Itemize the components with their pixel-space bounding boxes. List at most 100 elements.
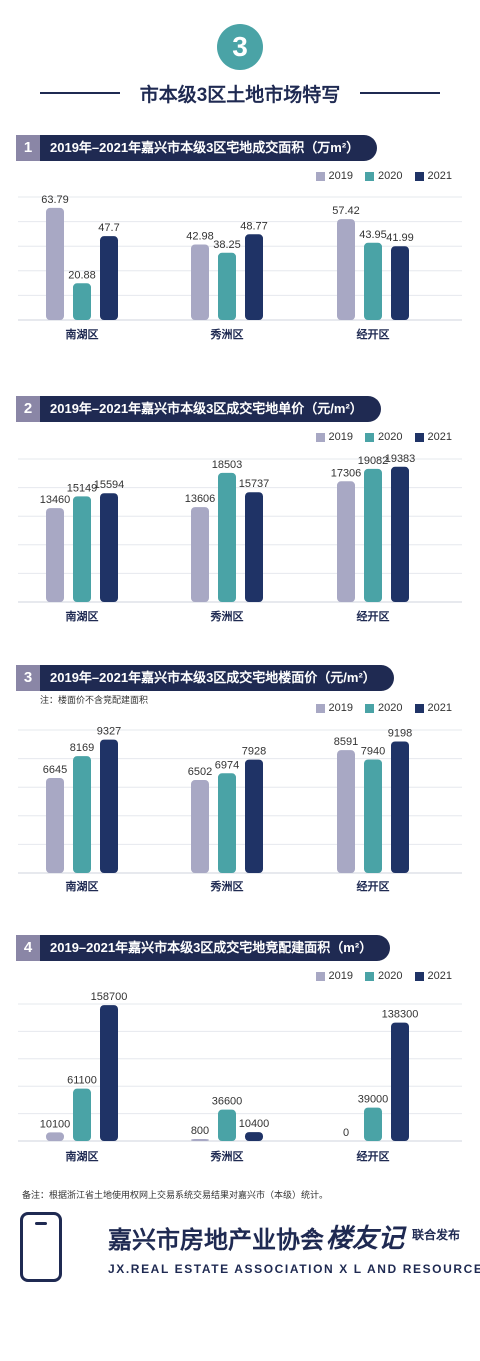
category-label: 经开区 <box>357 609 390 623</box>
category-label: 经开区 <box>357 327 390 341</box>
category-label: 经开区 <box>357 879 390 893</box>
phone-icon <box>20 1212 62 1282</box>
legend-label-2021: 2021 <box>427 970 452 982</box>
data-label: 800 <box>191 1125 209 1137</box>
legend-item-2021: 2021 <box>414 970 452 982</box>
bar-2019-0 <box>46 1132 64 1141</box>
data-label: 15737 <box>239 478 270 490</box>
bar-2020-2 <box>364 242 382 320</box>
legend-item-2020: 2020 <box>365 431 403 443</box>
bar-2020-1 <box>218 252 236 320</box>
category-label: 秀洲区 <box>210 879 244 893</box>
data-label: 57.42 <box>332 205 360 217</box>
bar-2020-2 <box>364 759 382 873</box>
bar-2020-0 <box>73 283 91 320</box>
data-label: 10400 <box>239 1118 270 1130</box>
bar-2020-0 <box>73 756 91 873</box>
bar-2020-0 <box>73 1088 91 1141</box>
page-title: 市本级3区土地市场特写 <box>139 85 341 106</box>
category-label: 南湖区 <box>66 327 99 341</box>
legend-item-2020: 2020 <box>365 170 403 182</box>
chart-supporting-construction-area: 10100 61100 158700 南湖区 800 36600 10400 秀洲区 0 3900… <box>18 991 462 1163</box>
data-label: 20.88 <box>68 269 96 281</box>
bar-2019-2 <box>337 750 355 873</box>
data-label: 6645 <box>43 764 67 776</box>
bar-2021-2 <box>391 246 409 320</box>
legend-label-2020: 2020 <box>378 702 403 714</box>
section-1-legend: 2019 2020 2021 <box>315 170 452 182</box>
bar-2019-1 <box>191 244 209 320</box>
legend-item-2021: 2021 <box>414 702 452 714</box>
footer-banner: 嘉兴市房地产业协会 × 楼友记 联合发布 JX.REAL ESTATE ASSO… <box>20 1212 480 1292</box>
footer-subtitle: JX.REAL ESTATE ASSOCIATION X L AND RESOU… <box>108 1262 480 1276</box>
section-1-number: 1 <box>16 135 40 161</box>
data-label: 48.77 <box>240 220 268 232</box>
bar-2020-2 <box>364 1107 382 1141</box>
bar-2019-2 <box>337 219 355 320</box>
title-rule-left <box>40 92 120 94</box>
section-2-number: 2 <box>16 396 40 422</box>
data-label: 138300 <box>382 1009 419 1021</box>
data-label: 61100 <box>67 1075 97 1087</box>
section-1-title: 2019年–2021年嘉兴市本级3区宅地成交面积（万m²） <box>40 135 378 161</box>
data-label: 9327 <box>97 726 121 738</box>
legend-label-2021: 2021 <box>427 170 452 182</box>
bar-2020-2 <box>364 468 382 602</box>
data-label: 8591 <box>334 736 358 748</box>
data-label: 39000 <box>358 1094 389 1106</box>
bar-2020-1 <box>218 1109 236 1141</box>
legend-label-2019: 2019 <box>328 431 354 443</box>
bar-2021-0 <box>100 739 118 873</box>
footer-joint-release: 联合发布 <box>412 1228 461 1242</box>
legend-label-2021: 2021 <box>427 431 452 443</box>
legend-label-2019: 2019 <box>328 970 354 982</box>
bar-2021-2 <box>391 1022 409 1141</box>
data-label: 63.79 <box>41 194 69 206</box>
bar-2019-0 <box>46 508 64 602</box>
bar-2021-2 <box>391 741 409 873</box>
legend-item-2019: 2019 <box>315 702 354 714</box>
legend-swatch-2020 <box>365 171 375 181</box>
legend-swatch-2020 <box>365 432 375 442</box>
title-rule-right <box>360 92 440 94</box>
legend-swatch-2020 <box>365 703 375 713</box>
category-label: 秀洲区 <box>210 327 244 341</box>
section-4-title: 2019–2021年嘉兴市本级3区成交宅地竞配建面积（m²） <box>40 935 391 961</box>
legend-swatch-2021 <box>414 703 424 713</box>
data-label: 19383 <box>385 453 416 465</box>
section-2-title: 2019年–2021年嘉兴市本级3区成交宅地单价（元/m²） <box>40 396 381 422</box>
data-label: 13606 <box>185 493 216 505</box>
legend-swatch-2021 <box>414 971 424 981</box>
section-2-legend: 2019 2020 2021 <box>315 431 452 443</box>
bar-2020-1 <box>218 472 236 602</box>
data-label: 7940 <box>361 745 385 757</box>
legend-item-2021: 2021 <box>414 170 452 182</box>
bar-2021-0 <box>100 236 118 320</box>
bar-2021-1 <box>245 759 263 873</box>
bar-2019-0 <box>46 777 64 873</box>
bar-2021-1 <box>245 492 263 602</box>
data-label: 13460 <box>40 494 71 506</box>
legend-label-2019: 2019 <box>328 702 354 714</box>
data-label: 36600 <box>212 1096 243 1108</box>
category-label: 经开区 <box>357 1149 390 1163</box>
bar-2019-0 <box>46 207 64 320</box>
legend-label-2020: 2020 <box>378 431 403 443</box>
data-label: 6502 <box>188 766 212 778</box>
category-label: 南湖区 <box>66 1149 99 1163</box>
footnote: 备注：根据浙江省土地使用权网上交易系统交易结果对嘉兴市（本级）统计。 <box>22 1190 329 1200</box>
bar-2021-1 <box>245 234 263 320</box>
data-label: 7928 <box>242 746 266 758</box>
data-label: 17306 <box>331 467 362 479</box>
bar-2019-1 <box>191 780 209 873</box>
data-label: 6974 <box>215 759 239 771</box>
data-label: 42.98 <box>186 230 214 242</box>
category-label: 秀洲区 <box>210 609 244 623</box>
data-label: 15149 <box>67 482 98 494</box>
bar-2019-2 <box>337 481 355 602</box>
footer-brand-logo: 楼友记 <box>326 1223 405 1253</box>
bar-2020-0 <box>73 496 91 602</box>
section-3-note: 注：楼面价不含竞配建面积 <box>40 695 149 705</box>
